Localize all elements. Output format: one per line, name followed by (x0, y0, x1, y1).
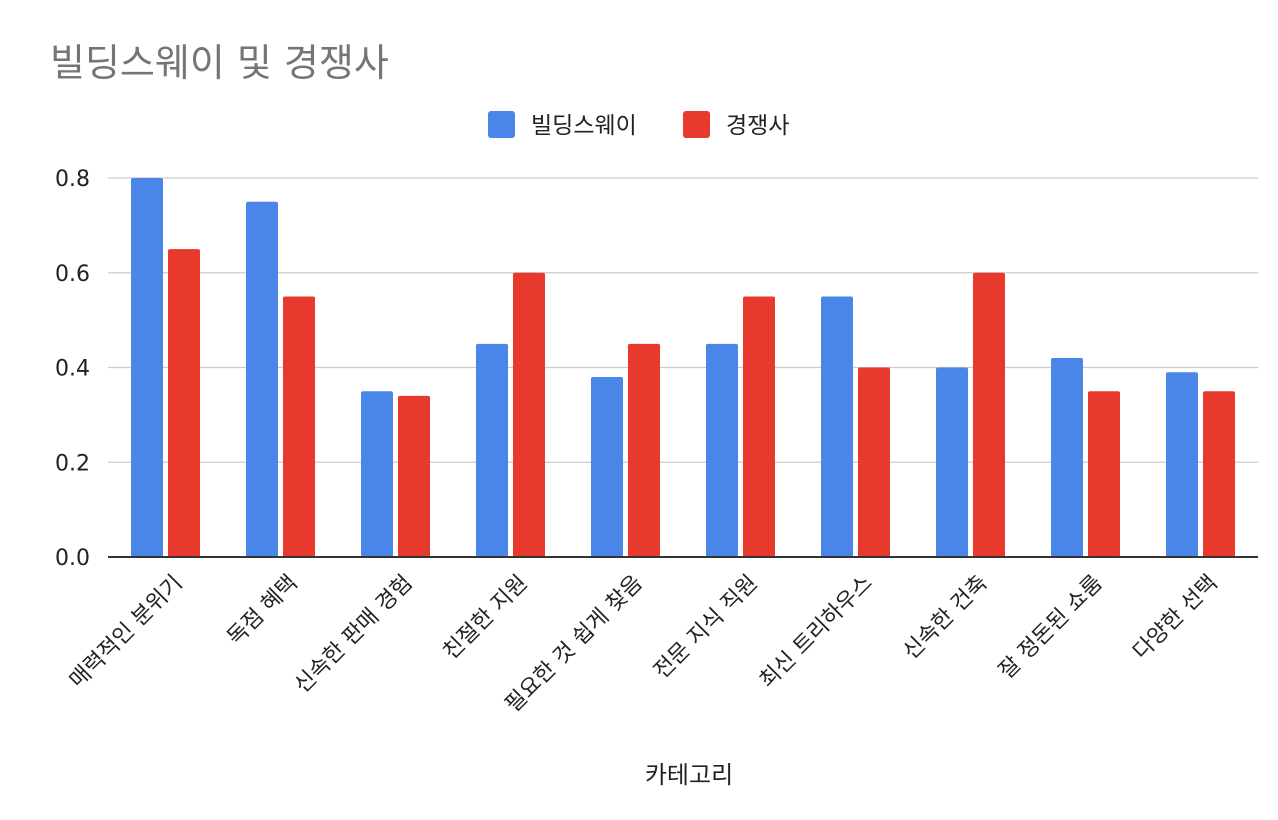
bar-buildingsway-2 (361, 391, 393, 557)
x-axis-title: 카테고리 (645, 761, 733, 789)
bar-competitor-0 (168, 249, 200, 557)
gridlines (108, 177, 1258, 463)
bar-buildingsway-1 (246, 201, 278, 557)
y-tick-label-1: 0.2 (55, 451, 90, 476)
legend-label-0: 빌딩스웨이 (531, 113, 637, 139)
legend-swatch-0 (488, 111, 515, 138)
y-tick-label-3: 0.6 (55, 262, 90, 287)
x-tick-label-1: 독점 혜택 (223, 571, 303, 651)
y-tick-label-4: 0.8 (55, 167, 90, 192)
legend-label-1: 경쟁사 (726, 113, 789, 139)
bar-buildingsway-7 (936, 367, 968, 557)
y-tick-label-2: 0.4 (55, 357, 90, 382)
bar-buildingsway-5 (706, 343, 738, 557)
bar-buildingsway-8 (1051, 358, 1083, 557)
bar-buildingsway-4 (591, 376, 623, 557)
bars (131, 178, 1235, 557)
bar-competitor-3 (513, 272, 545, 557)
bar-buildingsway-3 (476, 343, 508, 557)
bar-competitor-1 (283, 296, 315, 557)
legend-swatch-1 (683, 111, 710, 138)
bar-competitor-8 (1088, 391, 1120, 557)
x-tick-label-2: 신속한 판매 경험 (290, 571, 418, 699)
chart-title: 빌딩스웨이 및 경쟁사 (50, 41, 389, 85)
bar-buildingsway-9 (1166, 372, 1198, 557)
y-tick-label-0: 0.0 (55, 546, 90, 571)
bar-competitor-7 (973, 272, 1005, 557)
bar-buildingsway-6 (821, 296, 853, 557)
bar-competitor-6 (858, 367, 890, 557)
x-tick-label-3: 친절한 지원 (439, 571, 533, 665)
bar-competitor-5 (743, 296, 775, 557)
x-tick-label-6: 최신 트리하우스 (755, 571, 878, 694)
x-tick-label-5: 전문 지식 직원 (649, 571, 762, 684)
bar-buildingsway-0 (131, 178, 163, 557)
bar-competitor-2 (398, 395, 430, 557)
x-tick-label-9: 다양한 선택 (1129, 571, 1223, 665)
y-axis-ticks: 0.0 0.2 0.4 0.6 0.8 (55, 167, 90, 571)
x-tick-label-7: 신속한 건축 (899, 571, 993, 665)
x-tick-label-8: 잘 정돈된 쇼룸 (994, 571, 1107, 684)
legend: 빌딩스웨이 경쟁사 (488, 111, 789, 139)
bar-competitor-4 (628, 343, 660, 557)
x-tick-label-0: 매력적인 분위기 (65, 571, 188, 694)
bar-competitor-9 (1203, 391, 1235, 557)
